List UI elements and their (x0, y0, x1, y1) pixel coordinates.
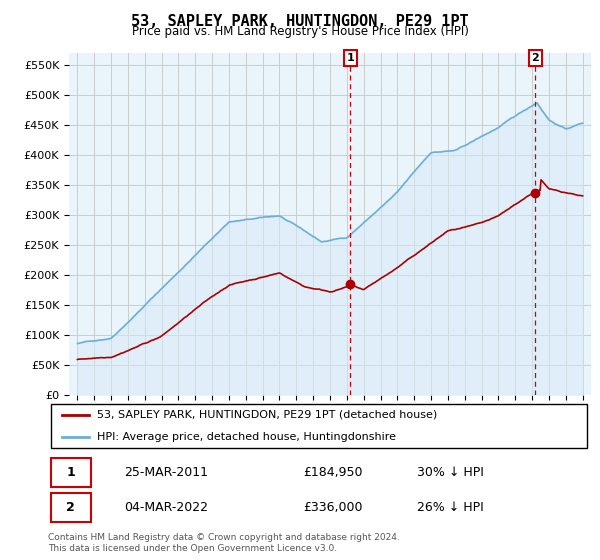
FancyBboxPatch shape (51, 404, 587, 449)
Text: Contains HM Land Registry data © Crown copyright and database right 2024.
This d: Contains HM Land Registry data © Crown c… (48, 533, 400, 553)
Text: Price paid vs. HM Land Registry's House Price Index (HPI): Price paid vs. HM Land Registry's House … (131, 25, 469, 38)
Text: £184,950: £184,950 (303, 466, 363, 479)
Text: 25-MAR-2011: 25-MAR-2011 (124, 466, 208, 479)
FancyBboxPatch shape (51, 458, 91, 487)
Text: 2: 2 (532, 53, 539, 63)
Text: 53, SAPLEY PARK, HUNTINGDON, PE29 1PT: 53, SAPLEY PARK, HUNTINGDON, PE29 1PT (131, 14, 469, 29)
Text: 26% ↓ HPI: 26% ↓ HPI (417, 501, 484, 514)
Text: 1: 1 (346, 53, 354, 63)
Text: 30% ↓ HPI: 30% ↓ HPI (417, 466, 484, 479)
Text: 53, SAPLEY PARK, HUNTINGDON, PE29 1PT (detached house): 53, SAPLEY PARK, HUNTINGDON, PE29 1PT (d… (97, 410, 437, 420)
Text: 1: 1 (67, 466, 75, 479)
Text: HPI: Average price, detached house, Huntingdonshire: HPI: Average price, detached house, Hunt… (97, 432, 396, 442)
Text: 04-MAR-2022: 04-MAR-2022 (124, 501, 208, 514)
Text: £336,000: £336,000 (303, 501, 363, 514)
Text: 2: 2 (67, 501, 75, 514)
FancyBboxPatch shape (51, 493, 91, 522)
